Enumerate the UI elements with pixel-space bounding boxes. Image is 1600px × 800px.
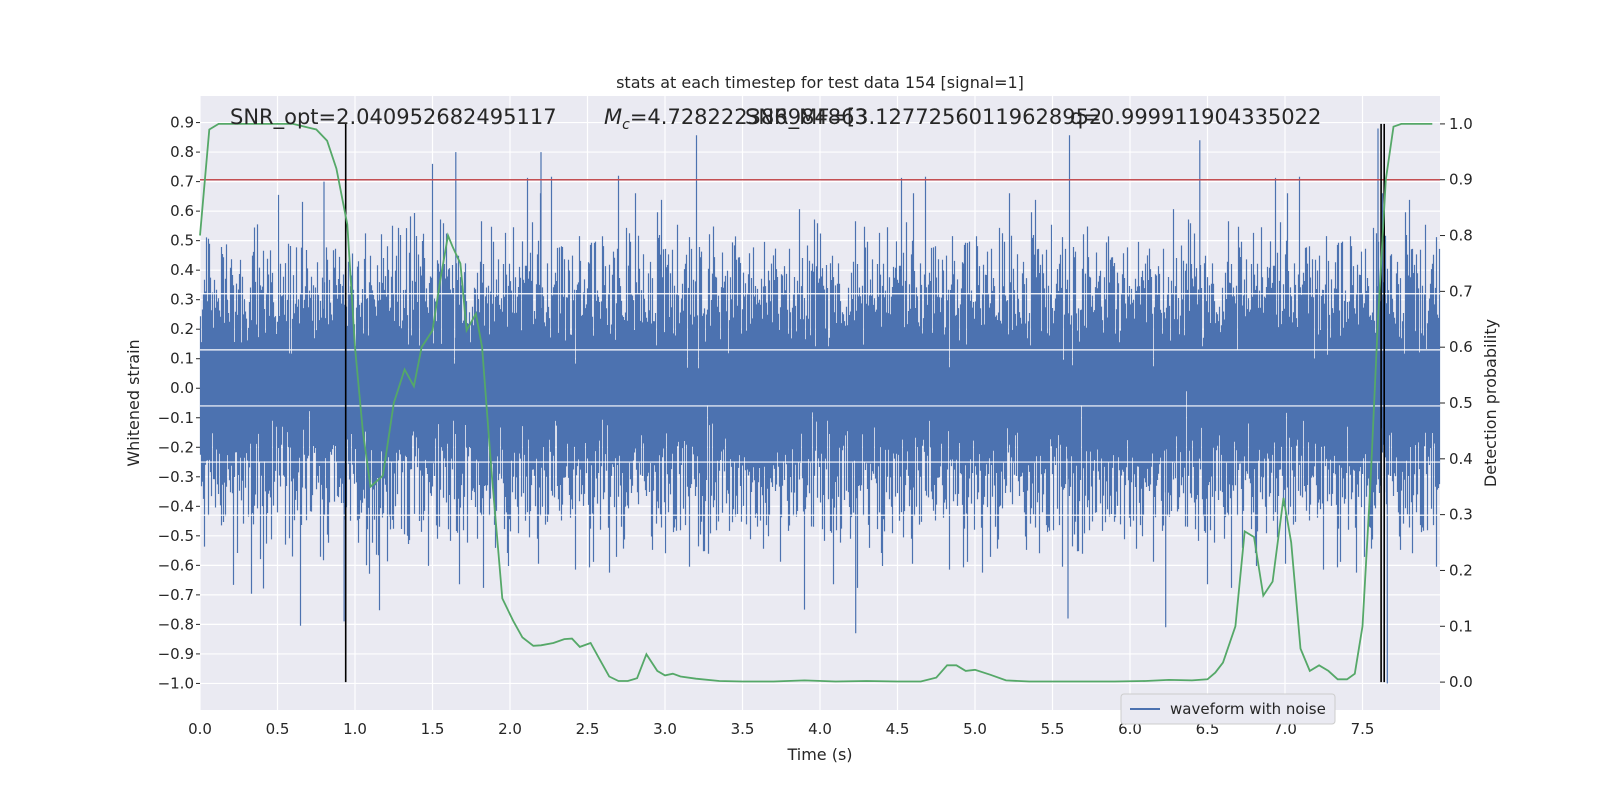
y-tick-label: −0.4 bbox=[158, 497, 194, 515]
x-tick-label: 3.0 bbox=[653, 720, 677, 738]
annotation-snr-opt: SNR_opt=2.040952682495117 bbox=[230, 105, 557, 130]
right-y-tick-label: 0.4 bbox=[1449, 450, 1473, 468]
x-tick-label: 4.0 bbox=[808, 720, 832, 738]
annotation-snr-mf: SNR_MF=[3.12772560119628952 bbox=[745, 105, 1102, 130]
y-tick-label: −0.3 bbox=[158, 468, 194, 486]
y-tick-label: −0.6 bbox=[158, 556, 194, 574]
y-tick-label: −0.8 bbox=[158, 615, 194, 633]
right-y-tick-label: 0.0 bbox=[1449, 673, 1473, 691]
legend: waveform with noise bbox=[1120, 693, 1336, 725]
x-tick-label: 7.5 bbox=[1351, 720, 1375, 738]
right-y-tick-label: 0.7 bbox=[1449, 282, 1473, 300]
y-tick-label: 0.1 bbox=[170, 350, 194, 368]
x-tick-label: 0.0 bbox=[188, 720, 212, 738]
y-tick-label: 0.6 bbox=[170, 202, 194, 220]
y-tick-label: 0.5 bbox=[170, 232, 194, 250]
chart-title: stats at each timestep for test data 154… bbox=[616, 73, 1024, 92]
x-tick-label: 5.0 bbox=[963, 720, 987, 738]
right-y-tick-labels: 1.0 0.9 0.8 0.7 0.6 0.5 0.4 0.3 0.2 0.1 0.0 bbox=[1440, 115, 1473, 691]
y-tick-label: 0.8 bbox=[170, 143, 194, 161]
y-tick-labels: 0.9 0.8 0.7 0.6 0.5 0.4 0.3 0.2 0.1 0.0 −0.1 −0.2 −0… bbox=[158, 114, 200, 692]
y-tick-label: −0.5 bbox=[158, 527, 194, 545]
right-y-tick-label: 0.2 bbox=[1449, 561, 1473, 579]
detection-probability-line bbox=[199, 123, 1433, 683]
x-tick-label: 2.0 bbox=[498, 720, 522, 738]
x-tick-labels: 0.0 0.5 1.0 1.5 2.0 2.5 3.0 3.5 4.0 4.5 5.0 5.5 6.0 6… bbox=[188, 720, 1374, 738]
annotation-mass-ratio: q=0.999911904335022 bbox=[1070, 105, 1321, 129]
x-tick-label: 2.5 bbox=[576, 720, 600, 738]
right-y-tick-label: 0.1 bbox=[1449, 617, 1473, 635]
right-y-tick-label: 0.3 bbox=[1449, 506, 1473, 524]
right-y-tick-label: 1.0 bbox=[1449, 115, 1473, 133]
right-y-axis-label: Detection probability bbox=[1481, 319, 1500, 487]
y-tick-label: −0.7 bbox=[158, 586, 194, 604]
y-axis-label: Whitened strain bbox=[124, 339, 143, 466]
y-tick-label: −1.0 bbox=[158, 674, 194, 692]
legend-box bbox=[1120, 693, 1336, 725]
annotation-chirp-mass: Mc=4.728222386984863 bbox=[604, 105, 868, 133]
strain-series bbox=[199, 128, 1441, 684]
x-axis-label: Time (s) bbox=[786, 745, 852, 764]
y-tick-label: −0.9 bbox=[158, 645, 194, 663]
x-tick-label: 0.5 bbox=[266, 720, 290, 738]
strain-waveform bbox=[199, 128, 1441, 684]
y-tick-label: 0.0 bbox=[170, 379, 194, 397]
x-tick-label: 3.5 bbox=[731, 720, 755, 738]
y-tick-label: 0.2 bbox=[170, 320, 194, 338]
right-y-tick-label: 0.6 bbox=[1449, 338, 1473, 356]
y-tick-label: 0.7 bbox=[170, 173, 194, 191]
x-tick-label: 1.0 bbox=[343, 720, 367, 738]
right-y-tick-label: 0.5 bbox=[1449, 394, 1473, 412]
x-tick-label: 4.5 bbox=[886, 720, 910, 738]
x-tick-label: 5.5 bbox=[1041, 720, 1065, 738]
y-tick-label: −0.1 bbox=[158, 409, 194, 427]
right-y-tick-label: 0.9 bbox=[1449, 171, 1473, 189]
y-tick-label: −0.2 bbox=[158, 438, 194, 456]
right-y-tick-label: 0.8 bbox=[1449, 227, 1473, 245]
y-tick-label: 0.3 bbox=[170, 291, 194, 309]
x-tick-label: 1.5 bbox=[421, 720, 445, 738]
y-tick-label: 0.4 bbox=[170, 261, 194, 279]
legend-label: waveform with noise bbox=[1170, 700, 1326, 718]
y-tick-label: 0.9 bbox=[170, 114, 194, 132]
